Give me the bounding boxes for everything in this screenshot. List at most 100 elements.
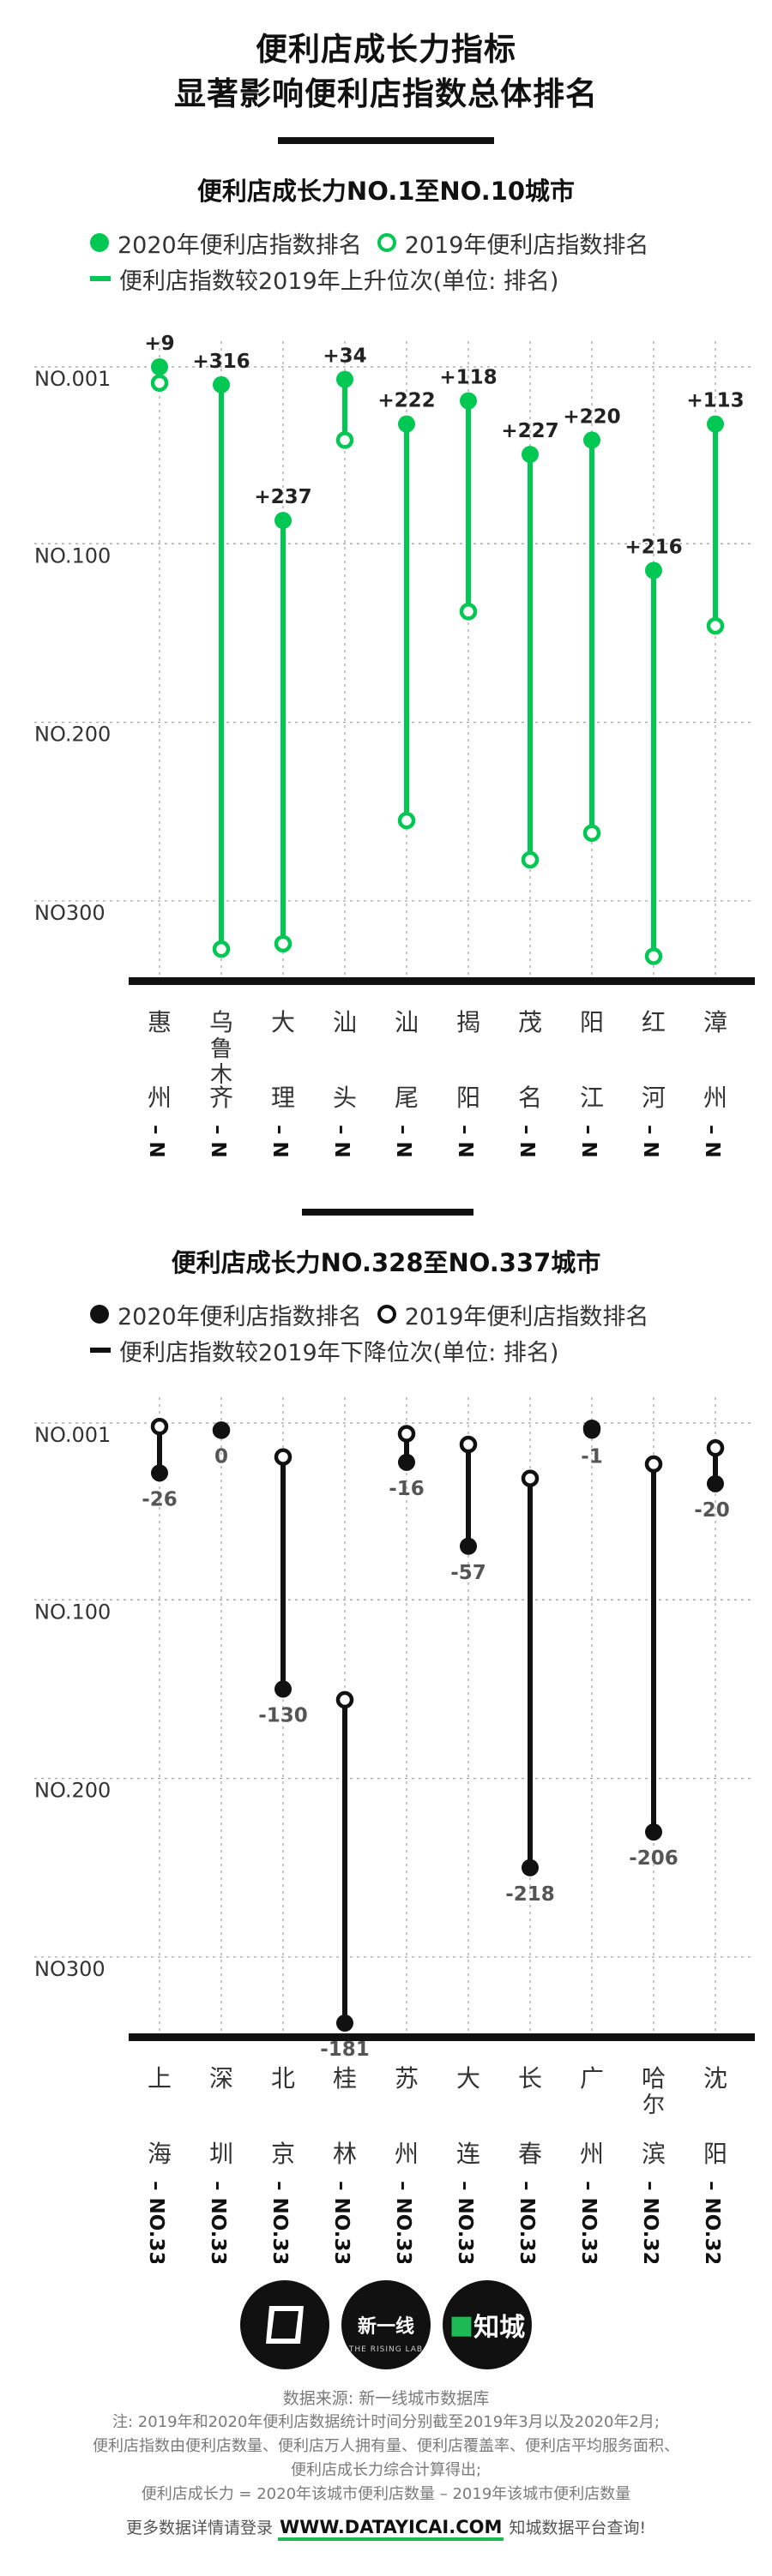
top-growth-chart: NO.001 NO.100 NO.200 NO300 +9 +316 +237 +34 +222… bbox=[34, 333, 755, 1157]
marker-2020 bbox=[398, 415, 415, 433]
footer: 数据来源: 新一线城市数据库 注: 2019年和2020年便利店数据统计时间分别… bbox=[0, 2387, 772, 2541]
city-label-char: 州 bbox=[580, 2140, 604, 2168]
marker-2020 bbox=[274, 1680, 292, 1698]
change-label: -20 bbox=[694, 1499, 730, 1522]
marker-2020 bbox=[522, 1858, 539, 1876]
change-label: -16 bbox=[389, 1478, 425, 1500]
change-label: -130 bbox=[258, 1704, 308, 1726]
city-label-char: 广 bbox=[580, 2064, 604, 2093]
change-label: +222 bbox=[377, 390, 435, 412]
growth-rank-label: – NO.334 bbox=[330, 2181, 353, 2263]
city-label-char: 木 bbox=[210, 1062, 232, 1088]
marker-2019 bbox=[335, 431, 354, 449]
y-tick-label: NO.200 bbox=[34, 723, 111, 747]
marker-2020 bbox=[522, 446, 539, 464]
city-label-char: 红 bbox=[642, 1008, 666, 1036]
y-tick-label: NO300 bbox=[34, 1957, 106, 1981]
growth-rank-label: – NO.335 bbox=[268, 2181, 291, 2263]
city-label-char: 上 bbox=[148, 2064, 172, 2093]
city-label-char: 尔 bbox=[642, 2093, 665, 2118]
x-axis-baseline bbox=[129, 977, 755, 985]
change-label: +316 bbox=[192, 351, 250, 373]
change-label: +118 bbox=[439, 367, 497, 389]
marker-2020 bbox=[645, 561, 662, 579]
marker-2020 bbox=[336, 2015, 353, 2032]
marker-2020 bbox=[460, 392, 477, 410]
city-label-char: 揭 bbox=[456, 1008, 480, 1036]
site-link[interactable]: WWW.DATAYICAI.COM bbox=[278, 2517, 504, 2541]
city-label-char: 林 bbox=[333, 2140, 357, 2168]
city-label-char: 阳 bbox=[703, 2140, 727, 2168]
marker-2019 bbox=[274, 934, 293, 953]
title-line-1: 便利店成长力指标 bbox=[256, 31, 516, 68]
marker-2019 bbox=[397, 811, 416, 830]
marker-2019 bbox=[459, 1435, 478, 1454]
zhicheng-logo: ■ 知城 bbox=[443, 2280, 532, 2369]
marker-2020 bbox=[583, 431, 600, 449]
marker-2019 bbox=[397, 1425, 416, 1443]
city-label-char: 京 bbox=[271, 2140, 295, 2168]
marker-2020 bbox=[213, 375, 230, 393]
city-label-char: 齐 bbox=[209, 1084, 233, 1112]
marker-2019 bbox=[644, 1455, 663, 1474]
change-label: +227 bbox=[501, 420, 558, 442]
y-tick-label: NO.001 bbox=[34, 1423, 111, 1447]
city-label-char: 汕 bbox=[333, 1008, 357, 1036]
city-label-char: 大 bbox=[456, 2064, 480, 2093]
note-line-1: 注: 2019年和2020年便利店数据统计时间分别截至2019年3月以及2020… bbox=[112, 2413, 660, 2431]
y-tick-label: NO.100 bbox=[34, 543, 111, 567]
marker-2020 bbox=[213, 1421, 230, 1439]
y-tick-label: NO300 bbox=[34, 901, 106, 925]
growth-rank-label: – NO.336 bbox=[207, 2181, 229, 2263]
growth-rank-label: – NO.330 bbox=[577, 2181, 600, 2263]
city-label-char: 阳 bbox=[580, 1008, 604, 1036]
legend-change-label: 便利店指数较2019年上升位次(单位: 排名) bbox=[119, 267, 559, 295]
logo-xinyixian-text: 新一线 bbox=[357, 2316, 414, 2338]
section2-title: 便利店成长力NO.328至NO.337城市 bbox=[171, 1248, 601, 1277]
city-label-char: 乌 bbox=[209, 1008, 233, 1036]
legend-change-label: 便利店指数较2019年下降位次(单位: 排名) bbox=[119, 1339, 559, 1366]
change-label: +34 bbox=[323, 345, 366, 368]
growth-rank-label: – NO.006 bbox=[454, 1125, 476, 1157]
marker-2020 bbox=[460, 1537, 477, 1555]
legend-dash-icon bbox=[90, 276, 111, 281]
note-line-2: 便利店指数由便利店数量、便利店万人拥有量、便利店覆盖率、便利店平均服务面积、 bbox=[93, 2437, 679, 2455]
section2-legend: 2020年便利店指数排名 2019年便利店指数排名 便利店指数较2019年下降位… bbox=[90, 1296, 648, 1368]
change-label: -181 bbox=[320, 2039, 370, 2061]
city-label-char: 河 bbox=[642, 1084, 666, 1112]
marker-2019 bbox=[706, 1438, 725, 1457]
city-label-char: 惠 bbox=[148, 1008, 172, 1036]
marker-2020 bbox=[151, 358, 168, 375]
marker-2020 bbox=[336, 370, 353, 388]
title-rule bbox=[278, 137, 494, 144]
city-label-char: 海 bbox=[148, 2140, 172, 2168]
marker-2019 bbox=[459, 603, 478, 621]
title-line-2: 显著影响便利店指数总体排名 bbox=[174, 75, 598, 112]
marker-2020 bbox=[398, 1453, 415, 1471]
legend-ring-2019-icon bbox=[377, 1305, 396, 1324]
legend-ring-2019-icon bbox=[377, 233, 396, 252]
city-label-char: 头 bbox=[333, 1084, 357, 1112]
growth-rank-label: – NO.331 bbox=[516, 2181, 538, 2263]
change-label: +216 bbox=[624, 537, 682, 559]
marker-2019 bbox=[150, 374, 169, 392]
growth-rank-label: – NO.009 bbox=[639, 1125, 661, 1157]
legend-2020-label: 2020年便利店指数排名 bbox=[118, 231, 362, 259]
section-divider bbox=[302, 1209, 473, 1216]
marker-2019 bbox=[212, 940, 231, 958]
section1-legend: 2020年便利店指数排名 2019年便利店指数排名 便利店指数较2019年上升位… bbox=[90, 225, 648, 297]
city-label-char: 汕 bbox=[395, 1008, 419, 1036]
legend-2020-label: 2020年便利店指数排名 bbox=[118, 1303, 362, 1330]
city-label-char: 哈 bbox=[642, 2064, 666, 2093]
main-title: 便利店成长力指标 显著影响便利店指数总体排名 bbox=[0, 27, 772, 117]
city-label-char: 州 bbox=[395, 2140, 419, 2168]
city-label-char: 沈 bbox=[703, 2064, 727, 2093]
city-label-char: 滨 bbox=[642, 2140, 666, 2168]
city-label-char: 江 bbox=[580, 1084, 604, 1112]
logo-rising-lab-text: THE RISING LAB bbox=[348, 2345, 424, 2354]
growth-rank-label: – NO.337 bbox=[145, 2181, 167, 2263]
city-label-char: 深 bbox=[209, 2064, 233, 2093]
marker-2020 bbox=[274, 512, 292, 530]
marker-2020 bbox=[707, 415, 724, 433]
zhicheng-mark-icon: ■ bbox=[449, 2309, 474, 2340]
